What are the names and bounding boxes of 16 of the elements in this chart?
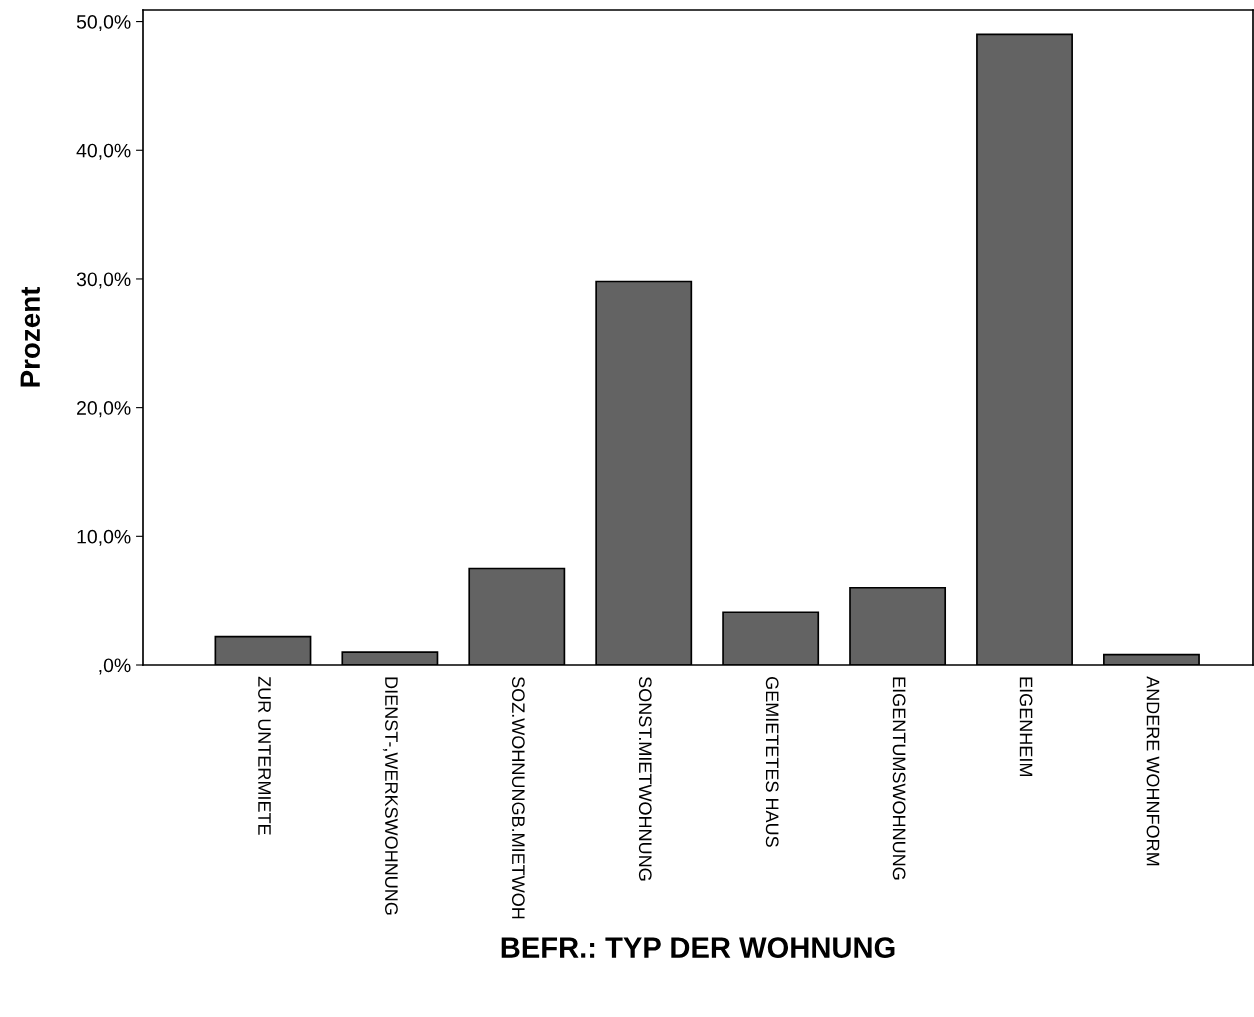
x-tick-label: EIGENTUMSWOHNUNG <box>892 677 906 880</box>
x-tick-label: DIENST-,WERKSWOHNUNG <box>382 677 398 915</box>
y-tick-label: 20,0% <box>77 401 131 418</box>
y-tick-label: 10,0% <box>77 529 131 546</box>
x-tick-label: SOZ.WOHNUNGB.MIETWOH <box>511 676 525 919</box>
y-tick-label: 50,0% <box>76 15 131 32</box>
x-tick-label: EIGENHEIM <box>1019 677 1033 776</box>
y-tick-label: 30,0% <box>76 272 131 289</box>
x-tick-label: SONST.MIETWOHNUNG <box>638 676 652 881</box>
y-tick-label: 40,0% <box>76 143 131 160</box>
y-axis-title: Prozent <box>20 286 41 387</box>
x-tick-label: GEMIETETES HAUS <box>765 677 779 847</box>
x-tick-label: ZUR UNTERMIETE <box>258 676 271 835</box>
x-axis-title: BEFR.: TYP DER WOHNUNG <box>501 937 895 958</box>
y-tick-label: ,0% <box>99 658 131 675</box>
x-tick-label: ANDERE WOHNFORM <box>1146 676 1160 866</box>
